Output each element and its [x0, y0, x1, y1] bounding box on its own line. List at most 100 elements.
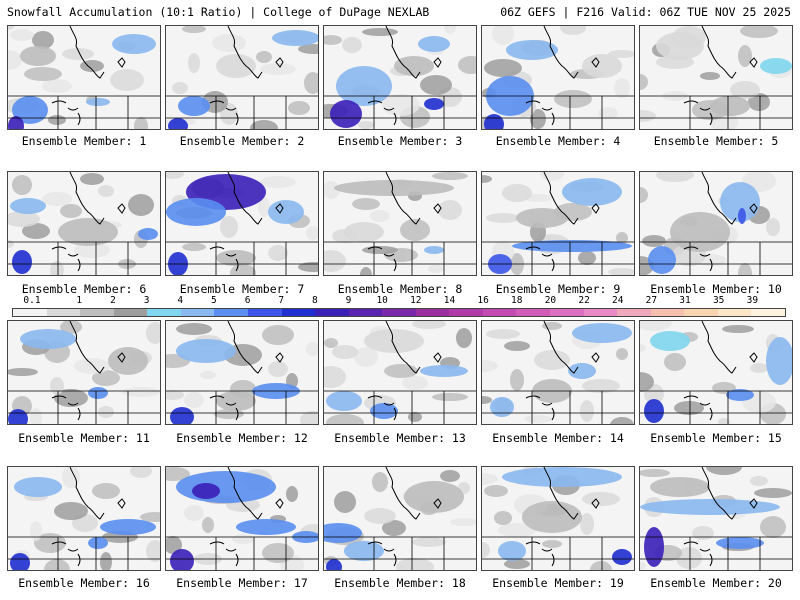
light-snow-patch: [396, 558, 434, 570]
light-snow-patch: [616, 232, 628, 244]
light-snow-patch: [8, 26, 14, 30]
colorbar-tick-label: 6: [244, 295, 251, 306]
ensemble-map-panel: [165, 466, 319, 571]
lake-outline: [383, 548, 395, 552]
lake-outline: [383, 253, 395, 257]
light-snow-patch: [362, 28, 398, 36]
light-snow-patch: [44, 559, 70, 570]
coastline: [69, 467, 105, 520]
snow-accumulation-area: [344, 222, 384, 242]
colorbar-tick-label: 2: [110, 295, 116, 306]
light-snow-patch: [674, 401, 704, 415]
snow-accumulation-area: [612, 549, 632, 565]
snow-accumulation-area: [404, 481, 464, 513]
colorbar-swatch: [415, 309, 450, 316]
light-snow-patch: [486, 213, 520, 223]
ensemble-map-panel: [639, 171, 793, 276]
snow-accumulation-area: [168, 118, 188, 129]
ensemble-map-panel: [165, 171, 319, 276]
light-snow-patch: [306, 226, 318, 240]
lake-outline: [77, 112, 81, 126]
snow-accumulation-area: [424, 98, 444, 110]
lake-outline: [77, 553, 81, 567]
ensemble-map-panel: [639, 466, 793, 571]
light-snow-patch: [432, 172, 468, 180]
light-snow-patch: [738, 263, 752, 275]
lake-outline: [699, 402, 711, 406]
ensemble-map-panel: [639, 25, 793, 130]
ensemble-map-panel: [481, 25, 635, 130]
light-snow-patch: [484, 59, 522, 77]
snowfall-map: [8, 26, 160, 129]
light-snow-patch: [580, 513, 594, 535]
colorbar-swatch: [751, 309, 785, 316]
light-snow-patch: [260, 63, 296, 75]
lake-outline: [393, 112, 397, 126]
light-snow-patch: [456, 328, 472, 348]
light-snow-patch: [608, 50, 634, 58]
light-snow-patch: [640, 344, 646, 352]
lake-outline: [51, 395, 67, 399]
snow-accumulation-area: [710, 96, 750, 116]
lake-outline: [51, 246, 67, 250]
lake-outline: [709, 407, 713, 421]
snowfall-map: [324, 172, 476, 275]
light-snow-patch: [256, 51, 272, 63]
light-snow-patch: [42, 192, 72, 206]
light-snow-patch: [354, 347, 378, 367]
light-snow-patch: [582, 492, 620, 506]
coastline: [701, 172, 737, 225]
light-snow-patch: [706, 467, 742, 475]
light-snow-patch: [24, 67, 62, 81]
light-snow-patch: [504, 341, 530, 351]
light-snow-patch: [200, 371, 216, 379]
light-snow-patch: [402, 376, 428, 390]
coastline: [701, 321, 737, 374]
ensemble-map-panel: [481, 171, 635, 276]
snow-accumulation-area: [644, 399, 664, 423]
snowfall-map: [166, 321, 318, 424]
snowfall-map: [324, 467, 476, 570]
light-snow-patch: [760, 516, 786, 538]
light-snow-patch: [258, 197, 270, 217]
lake-outline: [541, 107, 553, 111]
snow-accumulation-area: [670, 212, 730, 252]
light-snow-patch: [502, 184, 532, 202]
lake-outline: [749, 57, 758, 68]
light-snow-patch: [324, 181, 340, 199]
lake-outline: [525, 541, 541, 545]
light-snow-patch: [352, 198, 380, 210]
light-snow-patch: [640, 110, 656, 122]
lake-outline: [591, 203, 600, 214]
lake-outline: [367, 246, 383, 250]
light-snow-patch: [640, 74, 648, 90]
lake-outline: [225, 548, 237, 552]
snow-accumulation-area: [424, 246, 444, 254]
lake-outline: [749, 498, 758, 509]
light-snow-patch: [8, 368, 38, 376]
snow-accumulation-area: [516, 208, 568, 228]
ensemble-member-label: Ensemble Member: 8: [337, 282, 463, 296]
snowfall-map: [482, 26, 634, 129]
light-snow-patch: [642, 235, 666, 247]
light-snow-patch: [540, 172, 564, 181]
light-snow-patch: [408, 412, 422, 422]
light-snow-patch: [610, 417, 634, 424]
ensemble-map-panel: [481, 320, 635, 425]
snow-accumulation-area: [334, 180, 454, 196]
lake-outline: [699, 548, 711, 552]
snowfall-map: [324, 321, 476, 424]
light-snow-patch: [220, 216, 238, 238]
light-snow-patch: [62, 467, 80, 488]
coastline: [385, 26, 421, 79]
lake-outline: [225, 402, 237, 406]
snow-accumulation-area: [112, 34, 156, 54]
light-snow-patch: [482, 360, 498, 372]
ensemble-map-panel: [7, 171, 161, 276]
light-snow-patch: [260, 176, 296, 188]
light-snow-patch: [334, 491, 356, 513]
lake-outline: [225, 107, 237, 111]
light-snow-patch: [48, 115, 66, 125]
ensemble-map-panel: [481, 466, 635, 571]
map-header: Snowfall Accumulation (10:1 Ratio) | Col…: [0, 0, 800, 24]
